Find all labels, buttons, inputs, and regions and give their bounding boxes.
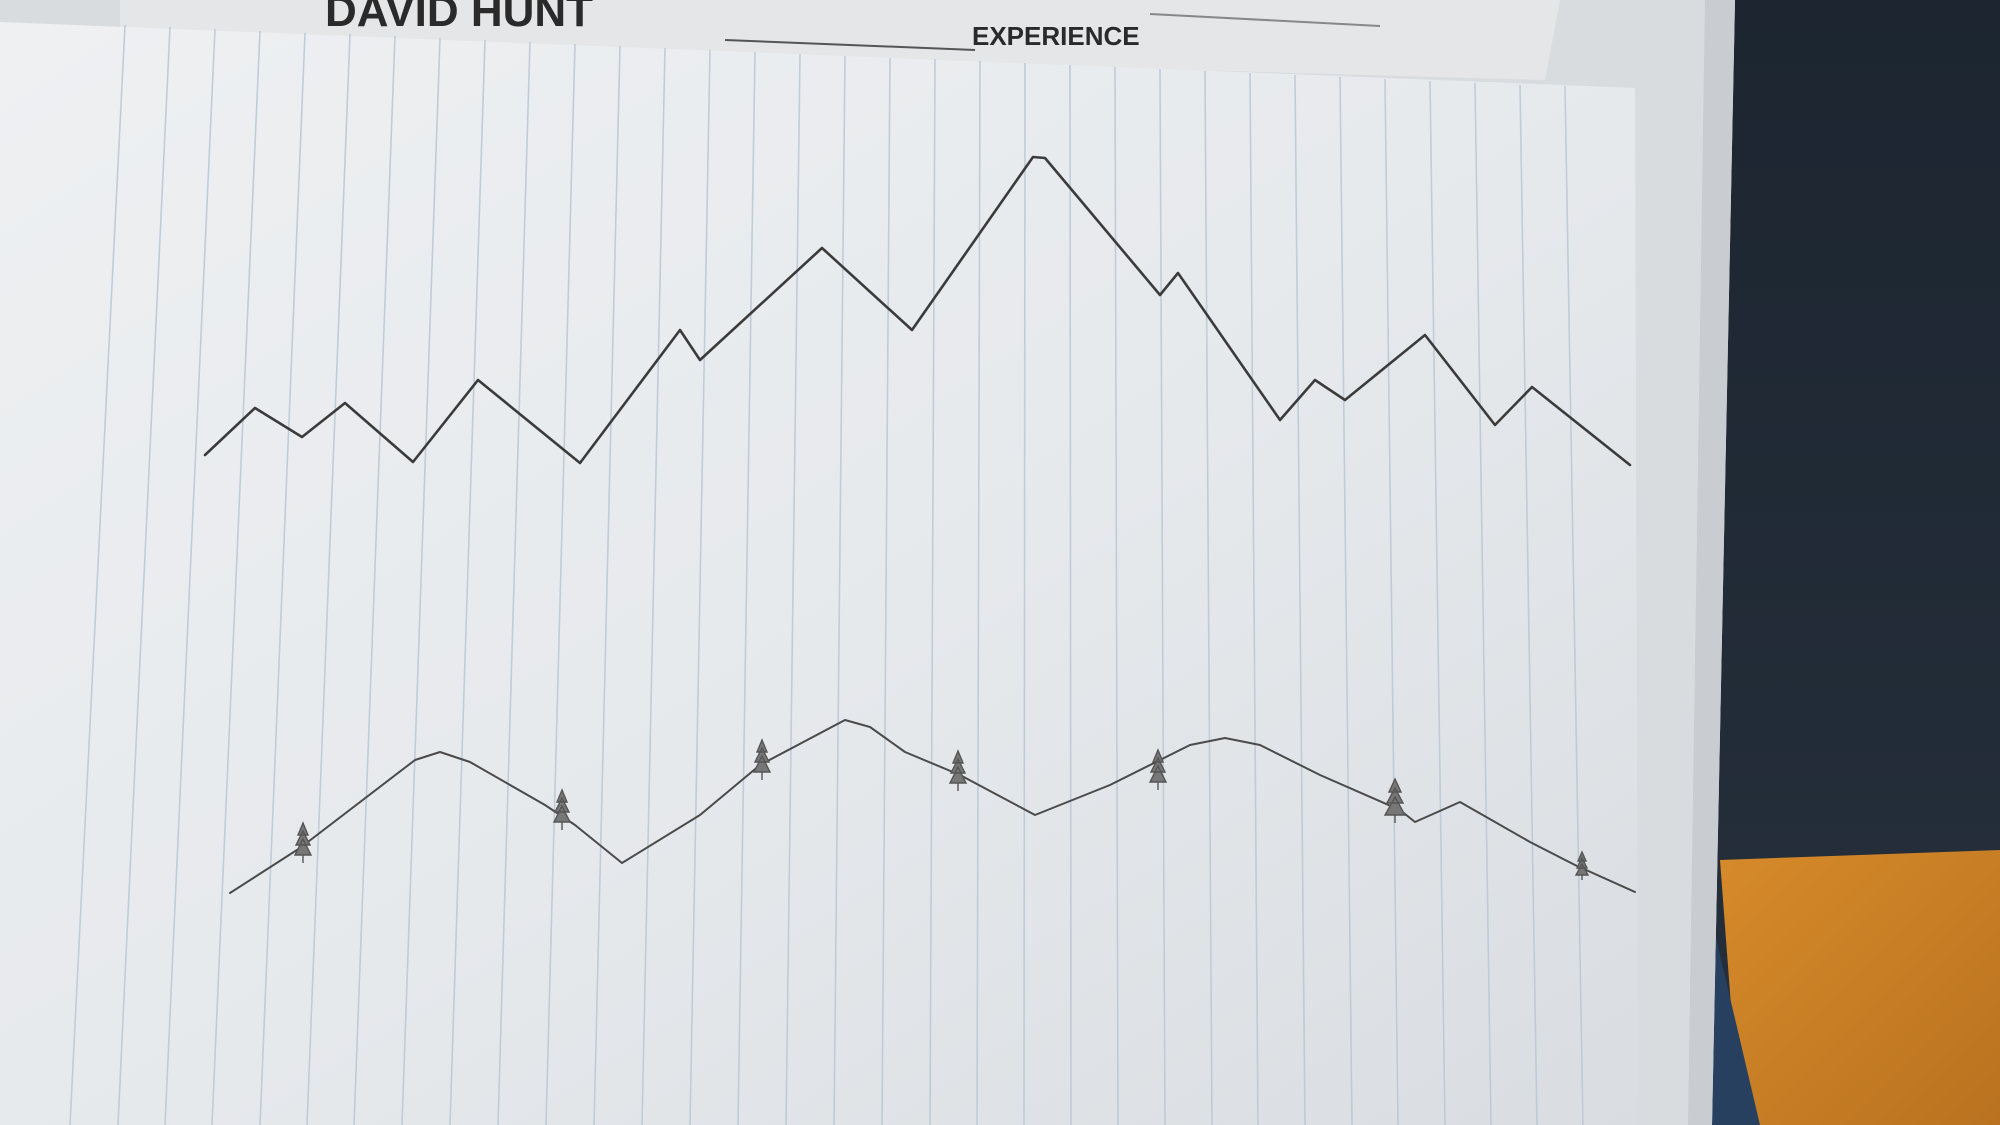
pine-tree-sketch-icon: [293, 821, 313, 863]
resume-section-heading: EXPERIENCE: [972, 21, 1140, 51]
resume-sheet: [120, 0, 1560, 80]
resume-name: DAVID HUNT: [325, 0, 593, 36]
pine-tree-sketch-icon: [1148, 748, 1168, 790]
tree-icon-group: [293, 738, 1590, 880]
pine-tree-sketch-icon: [552, 788, 572, 830]
pine-tree-sketch-icon: [1383, 777, 1407, 823]
binder-edge: [1688, 0, 1735, 1125]
pine-tree-sketch-icon: [752, 738, 772, 780]
ruled-lines: [69, 24, 1584, 1125]
pine-tree-sketch-icon: [1574, 850, 1590, 880]
wooden-surface: [1720, 850, 2000, 1125]
pine-tree-sketch-icon: [948, 749, 968, 791]
resume-rule: [724, 39, 976, 51]
notebook-page: [0, 22, 1638, 1125]
resume-rule-right: [1149, 13, 1381, 27]
mountain-range-sketch: [203, 155, 1632, 467]
hill-line-sketch: [229, 719, 1636, 894]
